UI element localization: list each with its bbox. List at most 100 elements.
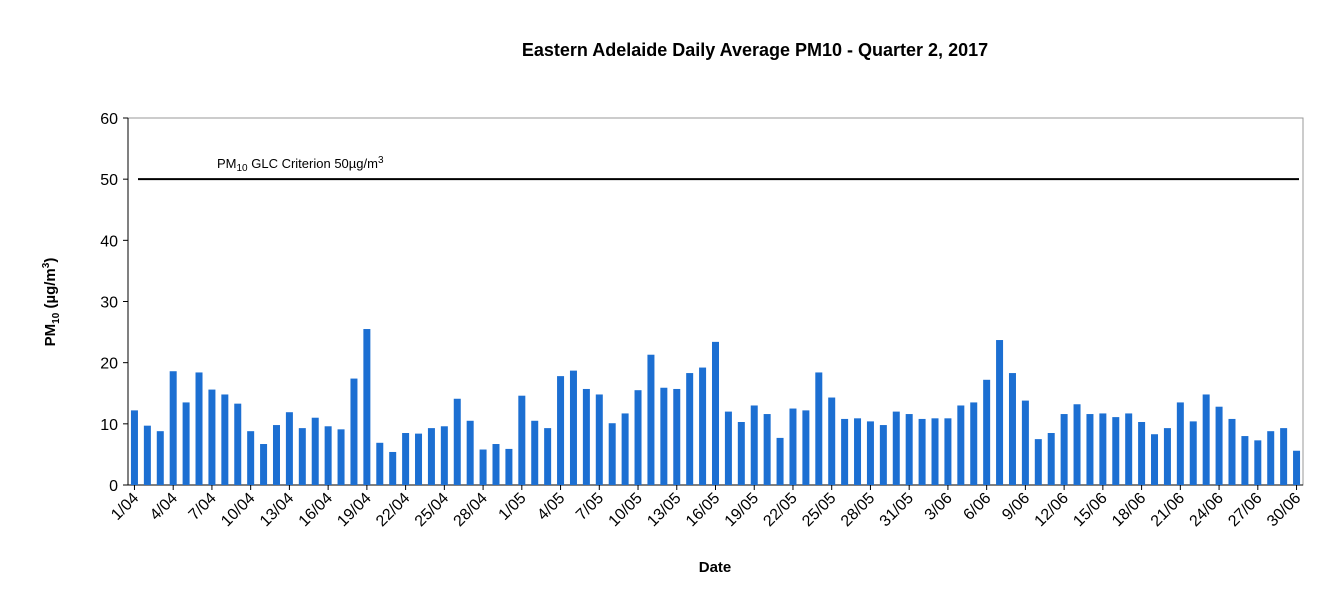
bar — [724, 411, 732, 485]
bar — [1267, 431, 1275, 485]
bar — [1047, 433, 1055, 485]
y-label-part: ) — [42, 258, 59, 263]
x-tick-label: 9/06 — [999, 490, 1033, 524]
bar — [337, 429, 345, 485]
x-tick-label: 3/06 — [922, 490, 956, 524]
bar — [169, 371, 177, 485]
bar — [1293, 450, 1301, 485]
bar — [866, 421, 874, 485]
bar — [789, 408, 797, 485]
bar — [712, 341, 719, 485]
x-tick-label: 22/04 — [373, 490, 413, 530]
bar — [776, 437, 784, 485]
bar — [1034, 439, 1042, 485]
bar — [1099, 413, 1107, 485]
bar — [1073, 404, 1081, 485]
x-tick-label: 16/05 — [683, 490, 723, 530]
bar — [595, 394, 603, 485]
bar — [1060, 414, 1068, 485]
bar — [1215, 406, 1223, 485]
bar — [1189, 421, 1197, 485]
bar — [1125, 413, 1133, 485]
bar — [944, 418, 952, 485]
bar — [686, 373, 694, 485]
bar — [879, 425, 887, 485]
y-tick-label: 10 — [100, 417, 118, 434]
y-label-part: 3 — [41, 262, 52, 268]
bar — [1151, 434, 1159, 485]
y-tick-label: 20 — [100, 356, 118, 373]
x-tick-label: 18/06 — [1109, 490, 1149, 530]
bar — [234, 403, 242, 485]
x-tick-label: 25/05 — [799, 490, 839, 530]
bar — [544, 428, 552, 485]
bar — [440, 426, 448, 485]
bar — [272, 425, 280, 485]
bar — [1254, 440, 1262, 485]
bar — [182, 402, 190, 485]
bar — [905, 414, 913, 485]
x-tick-label: 15/06 — [1070, 490, 1110, 530]
x-tick-label: 19/04 — [334, 490, 374, 530]
bar — [247, 431, 255, 485]
bar — [492, 444, 500, 485]
x-tick-label: 28/05 — [838, 490, 878, 530]
chart-title: Eastern Adelaide Daily Average PM10 - Qu… — [522, 40, 988, 60]
y-tick-label: 40 — [100, 233, 118, 250]
x-tick-label: 10/05 — [606, 490, 646, 530]
bar — [298, 428, 306, 485]
bar — [518, 395, 526, 485]
bar — [208, 389, 216, 485]
annotation-part: GLC Criterion 50µg/m — [248, 156, 378, 171]
bar — [957, 405, 965, 485]
bar — [1280, 428, 1288, 485]
bar — [427, 428, 435, 485]
bar — [660, 387, 668, 485]
bar — [389, 451, 397, 485]
bar — [1176, 402, 1184, 485]
y-label-part: 10 — [51, 312, 62, 324]
bar — [1241, 436, 1249, 485]
bar — [815, 372, 823, 485]
x-tick-label: 25/04 — [412, 490, 452, 530]
bar — [931, 418, 939, 485]
bar — [156, 431, 164, 485]
y-label-part: (µg/m — [42, 268, 59, 312]
bar — [402, 433, 410, 485]
x-tick-label: 7/04 — [186, 490, 220, 524]
bar — [1138, 421, 1146, 485]
x-tick-label: 30/06 — [1264, 490, 1304, 530]
bar — [260, 444, 268, 485]
x-tick-label: 21/06 — [1148, 490, 1188, 530]
bar — [763, 414, 771, 485]
bar — [582, 388, 590, 485]
x-tick-label: 6/06 — [960, 490, 994, 524]
x-tick-label: 28/04 — [451, 490, 491, 530]
bar — [324, 426, 332, 485]
annotation-part: 10 — [237, 163, 249, 174]
bar — [673, 388, 681, 485]
y-axis-label: PM10 (µg/m3) — [41, 258, 62, 347]
bar — [737, 421, 745, 485]
x-tick-label: 24/06 — [1187, 490, 1227, 530]
x-tick-label: 13/05 — [644, 490, 684, 530]
y-tick-label: 60 — [100, 111, 118, 128]
bar — [621, 413, 629, 485]
bar — [996, 340, 1004, 485]
x-tick-label: 19/05 — [722, 490, 762, 530]
bar — [531, 420, 539, 485]
bar — [569, 370, 577, 485]
bar — [505, 448, 513, 485]
bar — [1021, 400, 1029, 485]
bar — [970, 402, 978, 485]
bar — [376, 442, 384, 485]
annotation-part: PM — [217, 156, 237, 171]
bar — [1086, 414, 1094, 485]
bar — [143, 425, 151, 485]
y-tick-label: 30 — [100, 295, 118, 312]
bar — [634, 390, 642, 485]
bar — [363, 329, 371, 485]
x-tick-label: 31/05 — [877, 490, 917, 530]
bar — [750, 405, 758, 485]
